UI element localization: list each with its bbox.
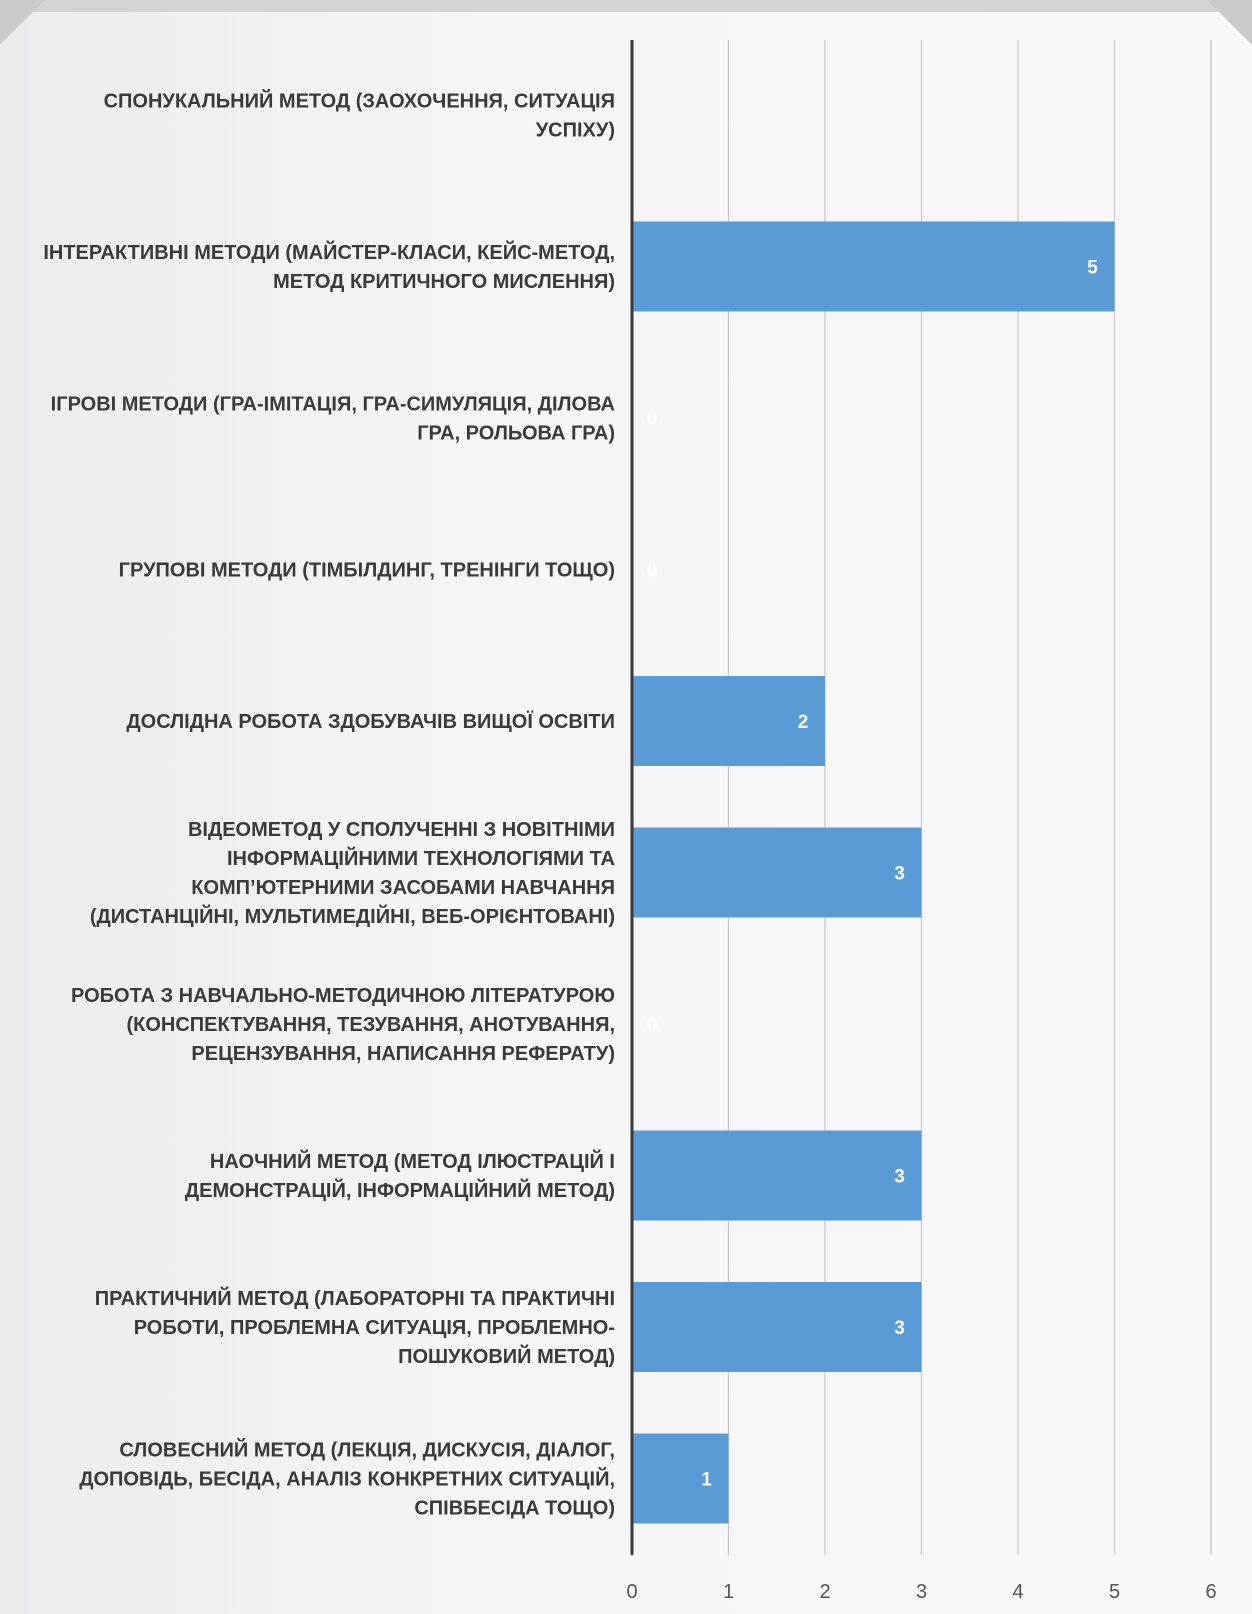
data-label: 1	[701, 1470, 712, 1491]
bar	[632, 1130, 922, 1221]
category-label: ДОСЛІДНА РОБОТА ЗДОБУВАЧІВ ВИЩОЇ ОСВІТИ	[126, 710, 615, 733]
x-tick-label: 6	[1205, 1581, 1216, 1603]
category-label: (КОНСПЕКТУВАННЯ, ТЕЗУВАННЯ, АНОТУВАННЯ,	[127, 1014, 616, 1036]
category-label: ІНФОРМАЦІЙНИМИ ТЕХНОЛОГІЯМИ ТА	[227, 846, 615, 870]
category-label: СПОНУКАЛЬНИЙ МЕТОД (ЗАОХОЧЕННЯ, СИТУАЦІЯ	[104, 89, 615, 113]
category-label: (ДИСТАНЦІЙНІ, МУЛЬТИМЕДІЙНІ, ВЕБ-ОРІЄНТО…	[90, 904, 615, 928]
x-tick-label: 5	[1109, 1581, 1120, 1603]
data-label: 3	[894, 864, 905, 885]
category-label: РОБОТА З НАВЧАЛЬНО-МЕТОДИЧНОЮ ЛІТЕРАТУРО…	[71, 985, 615, 1007]
category-label: РОБОТИ, ПРОБЛЕМНА СИТУАЦІЯ, ПРОБЛЕМНО-	[134, 1317, 615, 1339]
bar	[632, 676, 825, 766]
category-label: ВІДЕОМЕТОД У СПОЛУЧЕННІ З НОВІТНІМИ	[188, 819, 615, 841]
x-tick-label: 0	[626, 1581, 637, 1603]
category-label: ГРУПОВІ МЕТОДИ (ТІМБІЛДИНГ, ТРЕНІНГИ ТОЩ…	[119, 560, 615, 582]
x-tick-label: 1	[723, 1581, 734, 1603]
category-label: КОМП’ЮТЕРНИМИ ЗАСОБАМИ НАВЧАННЯ	[191, 877, 615, 899]
data-label: 0	[647, 1015, 658, 1036]
scan-corner-left	[0, 0, 45, 45]
category-label: ІНТЕРАКТИВНІ МЕТОДИ (МАЙСТЕР-КЛАСИ, КЕЙС…	[43, 240, 615, 264]
category-label: ІГРОВІ МЕТОДИ (ГРА-ІМІТАЦІЯ, ГРА-СИМУЛЯЦ…	[51, 394, 615, 416]
category-label: ПРАКТИЧНИЙ МЕТОД (ЛАБОРАТОРНІ ТА ПРАКТИЧ…	[95, 1286, 615, 1310]
category-label: СПІВБЕСІДА ТОЩО)	[414, 1498, 615, 1520]
category-label: СЛОВЕСНИЙ МЕТОД (ЛЕКЦІЯ, ДИСКУСІЯ, ДІАЛО…	[119, 1438, 615, 1462]
data-label: 0	[647, 409, 658, 430]
category-label: ДОПОВІДЬ, БЕСІДА, АНАЛІЗ КОНКРЕТНИХ СИТУ…	[79, 1467, 615, 1491]
tick-labels: 0 1 2 3 4 5 6	[626, 1581, 1216, 1603]
x-tick-label: 3	[916, 1581, 927, 1603]
data-label: 3	[894, 1167, 905, 1188]
bar	[632, 1433, 729, 1524]
category-label: РЕЦЕНЗУВАННЯ, НАПИСАННЯ РЕФЕРАТУ)	[191, 1043, 615, 1065]
bar	[632, 1282, 922, 1372]
category-label: МЕТОД КРИТИЧНОГО МИСЛЕННЯ)	[273, 271, 615, 293]
bar	[632, 827, 922, 918]
category-label: ДЕМОНСТРАЦІЙ, ІНФОРМАЦІЙНИЙ МЕТОД)	[185, 1178, 615, 1202]
data-label: 5	[1087, 258, 1098, 279]
category-label: ПОШУКОВИЙ МЕТОД)	[398, 1344, 615, 1368]
bar	[632, 221, 1115, 312]
category-label: ГРА, РОЛЬОВА ГРА)	[417, 423, 615, 445]
scan-edge-shadow	[0, 0, 1252, 12]
category-label: НАОЧНИЙ МЕТОД (МЕТОД ІЛЮСТРАЦІЙ І	[210, 1149, 615, 1173]
x-tick-label: 4	[1012, 1581, 1023, 1603]
data-label: 0	[647, 561, 658, 582]
data-label: 2	[798, 712, 809, 733]
scan-corner-right	[1207, 0, 1252, 45]
category-label: УСПІХУ)	[536, 120, 615, 142]
category-labels: СПОНУКАЛЬНИЙ МЕТОД (ЗАОХОЧЕННЯ, СИТУАЦІЯ…	[43, 89, 615, 1520]
data-label: 3	[894, 1318, 905, 1339]
bars: 5 0 0 2 3 0 3 3 1	[632, 221, 1115, 1524]
x-tick-label: 2	[819, 1581, 830, 1603]
